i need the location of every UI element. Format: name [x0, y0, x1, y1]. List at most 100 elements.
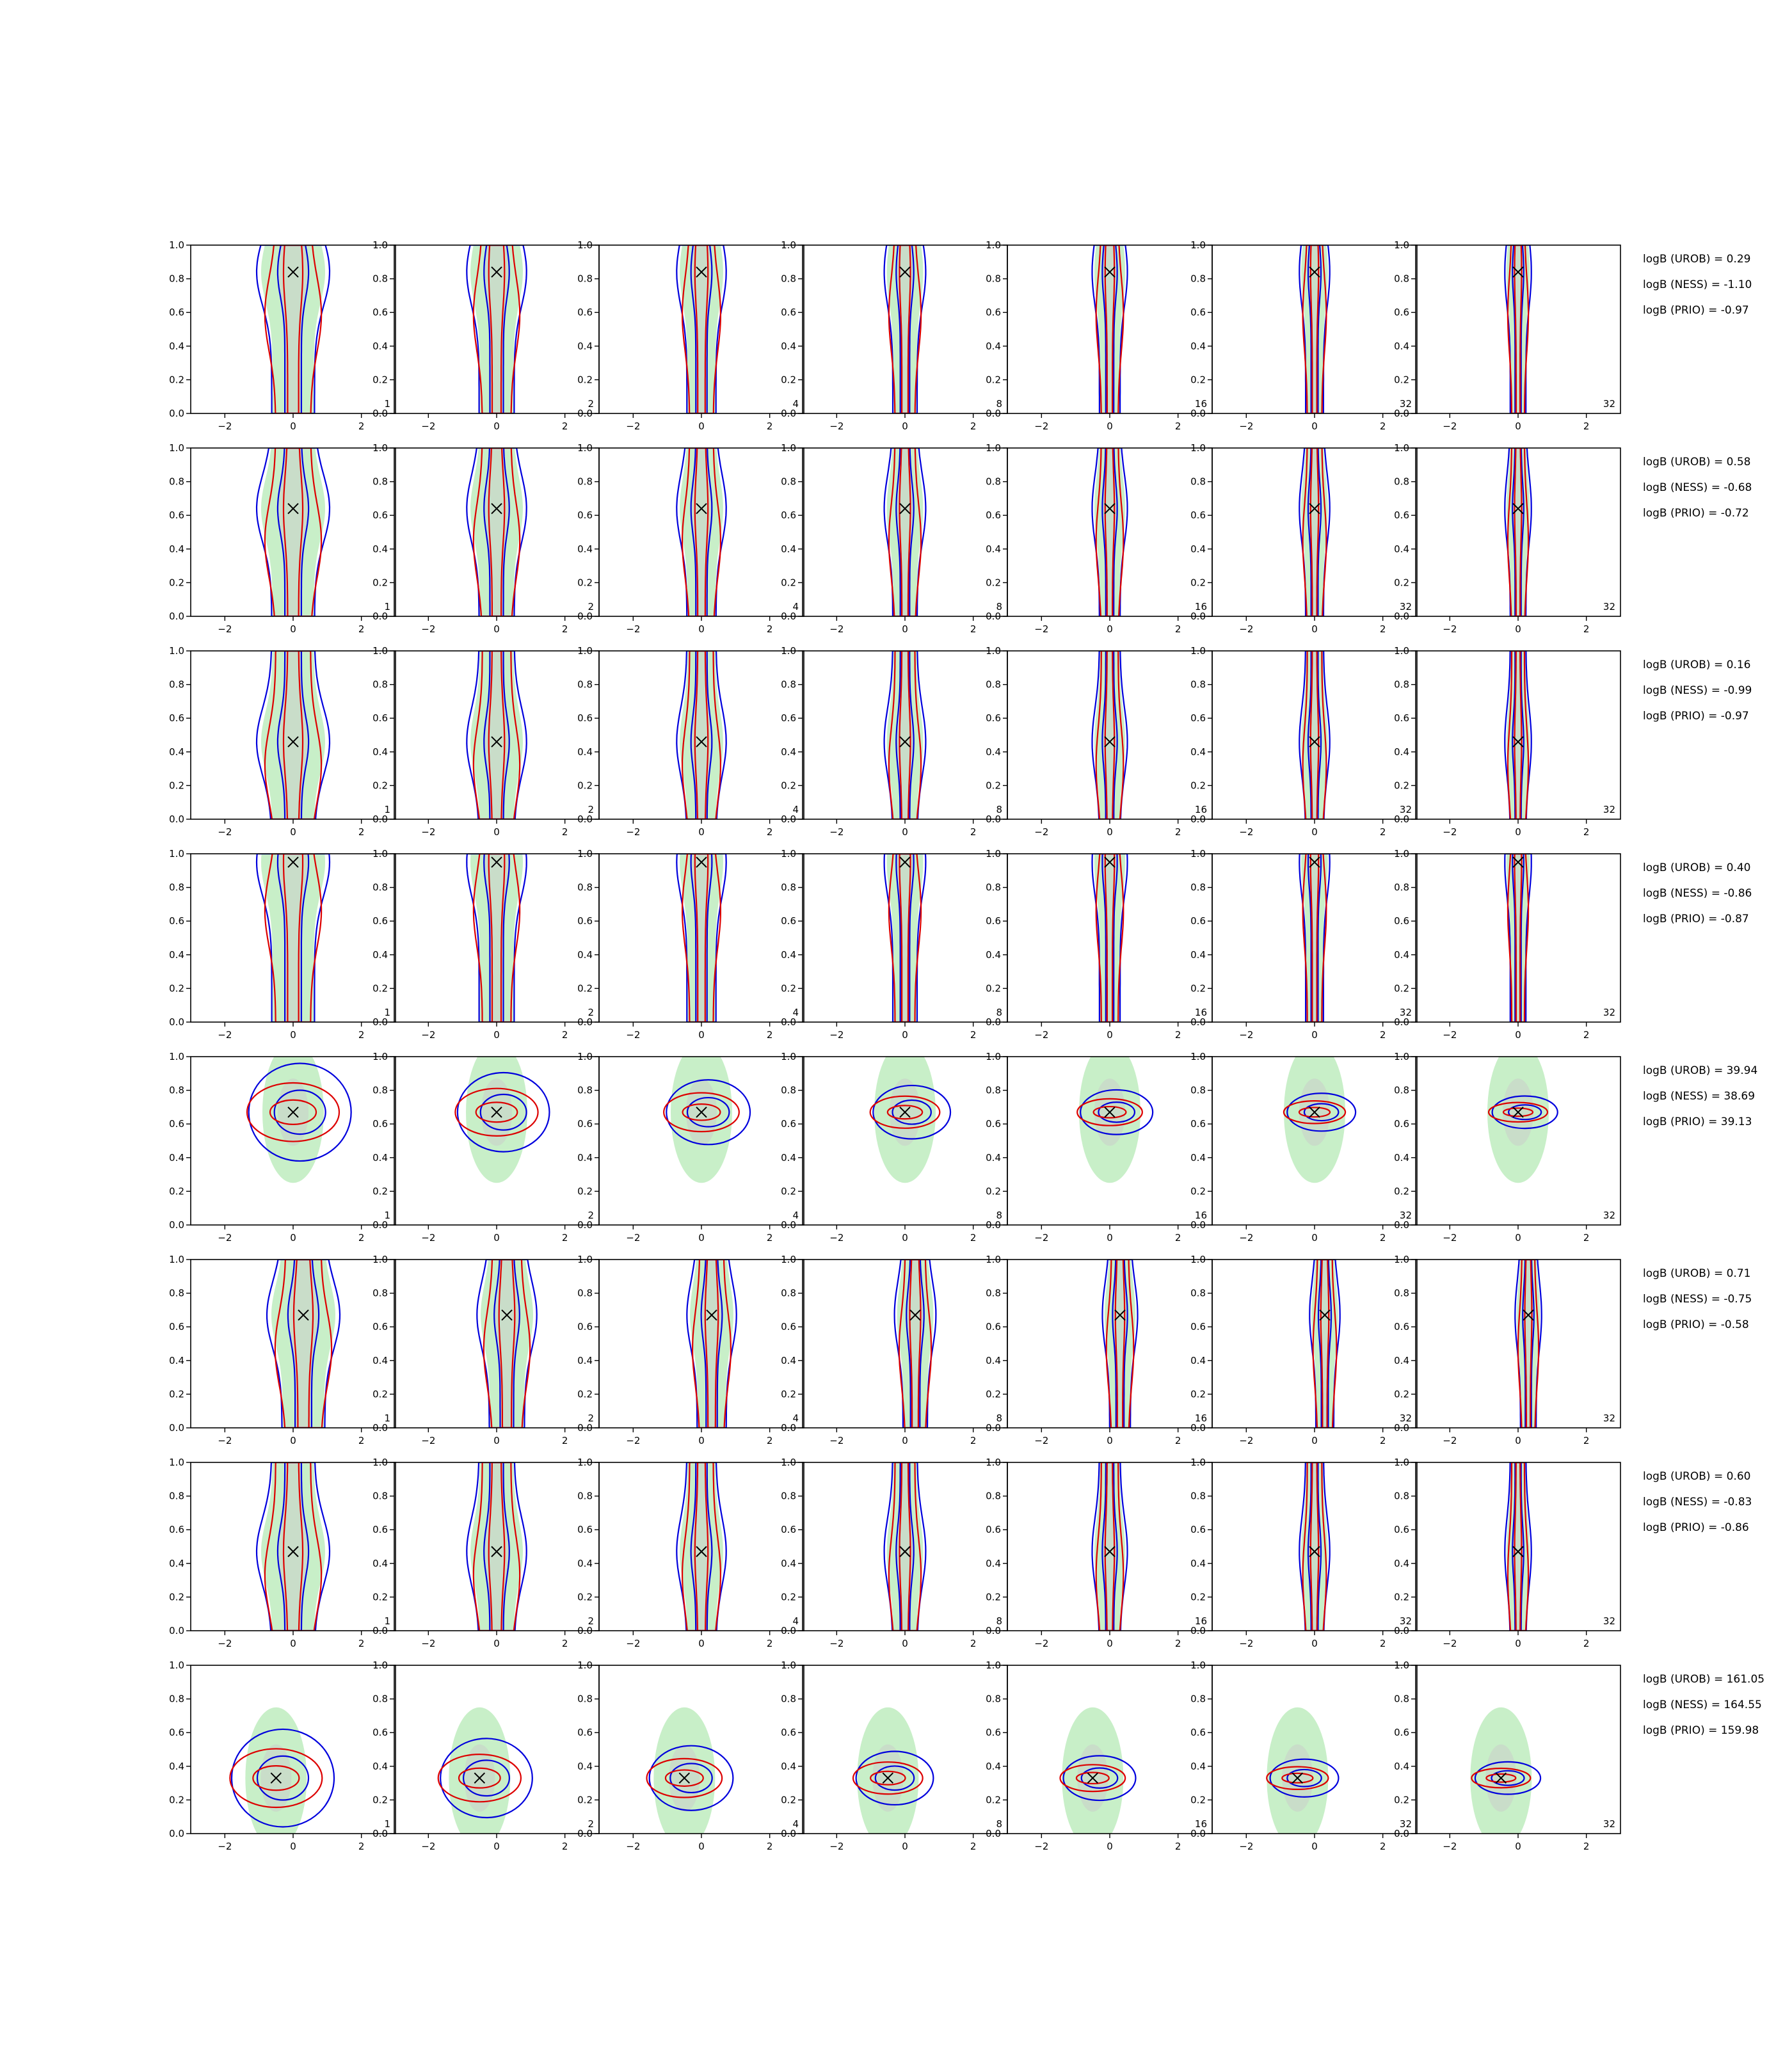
truth-marker	[696, 856, 707, 868]
red-contour-outer	[1507, 1462, 1530, 1631]
y-tick-label: 1.0	[169, 848, 184, 860]
y-tick-label: 0.8	[986, 1693, 1001, 1705]
x-tick-label: −2	[829, 1638, 844, 1649]
x-tick-label: 2	[1583, 623, 1590, 635]
blue-contour-outer	[266, 1260, 341, 1428]
y-tick-label: 0.4	[986, 746, 1001, 758]
x-tick-label: −2	[1239, 420, 1253, 432]
blue-contour-outer	[893, 1260, 937, 1428]
x-tick-label: −2	[1239, 1029, 1253, 1041]
truth-marker	[899, 502, 911, 515]
blue-contour-inner	[1307, 245, 1322, 413]
y-tick-label: 1.0	[1394, 239, 1409, 251]
y-tick-label: 1.0	[986, 442, 1001, 454]
blue-contour-inner	[276, 651, 310, 819]
plot-area	[229, 1707, 335, 1834]
y-tick-label: 1.0	[1190, 1457, 1206, 1468]
plot-area	[255, 1462, 331, 1631]
blue-contour-inner	[1101, 448, 1118, 616]
y-tick-label: 0.6	[1190, 712, 1206, 724]
y-tick-label: 1.0	[169, 442, 184, 454]
panel-label: 1	[384, 1007, 390, 1018]
y-tick-label: 0.0	[986, 1219, 1001, 1231]
plot-area	[676, 651, 727, 819]
y-tick-label: 0.0	[372, 1016, 388, 1028]
y-tick-label: 0.0	[781, 1828, 796, 1839]
y-tick-label: 1.0	[986, 1254, 1001, 1265]
plot-area	[1309, 1260, 1341, 1428]
y-tick-label: 0.4	[1394, 949, 1409, 961]
y-tick-label: 1.0	[577, 1660, 593, 1671]
plot-area	[1299, 1462, 1331, 1631]
x-tick-label: 0	[1311, 1435, 1318, 1446]
red-contour-inner	[488, 245, 506, 413]
truth-marker	[1512, 502, 1524, 515]
y-tick-label: 1.0	[781, 1254, 796, 1265]
x-tick-label: 2	[1583, 1638, 1590, 1649]
blue-contour-outer	[872, 1084, 952, 1140]
y-tick-label: 0.6	[169, 712, 184, 724]
y-tick-label: 0.6	[986, 915, 1001, 927]
blue-contour-outer	[248, 1062, 352, 1162]
blue-contour-outer	[456, 1071, 550, 1153]
truth-marker	[1512, 736, 1524, 748]
x-tick-label: 0	[1107, 1638, 1113, 1649]
panel-r7-c7: −2 0 2 0.0 0.2 0.4 0.6 0.8 1.0 32	[1394, 1457, 1621, 1649]
panel-label: 8	[996, 601, 1002, 612]
panel-r8-c7: −2 0 2 0.0 0.2 0.4 0.6 0.8 1.0 32	[1394, 1660, 1621, 1852]
red-contour-outer	[437, 1754, 522, 1803]
y-tick-label: 0.8	[1190, 1491, 1206, 1502]
x-tick-label: 0	[1107, 623, 1113, 635]
x-tick-label: −2	[626, 826, 640, 838]
y-tick-label: 0.8	[986, 1491, 1001, 1502]
y-tick-label: 0.4	[1190, 543, 1206, 555]
red-contour-outer	[646, 1757, 723, 1798]
y-tick-label: 0.6	[1190, 307, 1206, 318]
y-tick-label: 0.0	[986, 1016, 1001, 1028]
y-tick-label: 0.6	[1190, 1321, 1206, 1332]
y-tick-label: 0.0	[169, 1422, 184, 1434]
y-tick-label: 0.2	[577, 1185, 593, 1197]
panel-label: 4	[792, 1412, 799, 1424]
truth-marker	[899, 736, 911, 748]
y-tick-label: 0.8	[577, 882, 593, 893]
red-contour-outer	[454, 1087, 539, 1137]
logB-text: logB (UROB) = 0.58	[1643, 456, 1750, 468]
y-tick-label: 0.4	[372, 746, 388, 758]
red-contour-outer	[264, 245, 323, 413]
y-tick-label: 0.8	[577, 1491, 593, 1502]
x-tick-label: −2	[1443, 1435, 1457, 1446]
plot-area	[1504, 854, 1532, 1022]
y-tick-label: 0.4	[372, 1761, 388, 1772]
y-tick-label: 1.0	[1394, 645, 1409, 657]
x-tick-label: 0	[1107, 1232, 1113, 1244]
y-tick-label: 0.4	[169, 340, 184, 352]
panel-label: 2	[588, 1615, 594, 1627]
y-tick-label: 0.4	[169, 746, 184, 758]
y-tick-label: 0.0	[781, 1016, 796, 1028]
y-tick-label: 0.8	[372, 1491, 388, 1502]
x-tick-label: −2	[1239, 1841, 1253, 1852]
y-tick-label: 0.0	[372, 1828, 388, 1839]
red-contour-outer	[1507, 448, 1530, 616]
y-tick-label: 0.6	[577, 1118, 593, 1130]
y-tick-label: 0.6	[169, 307, 184, 318]
red-contour-inner	[458, 1767, 501, 1789]
panel-label: 32	[1603, 1210, 1615, 1221]
truth-marker	[1114, 1309, 1126, 1321]
x-tick-label: −2	[626, 420, 640, 432]
y-tick-label: 0.2	[577, 374, 593, 385]
x-tick-label: 2	[1175, 826, 1181, 838]
blue-contour-outer	[230, 1728, 335, 1828]
y-tick-label: 0.0	[781, 1422, 796, 1434]
y-tick-label: 0.0	[372, 1219, 388, 1231]
red-contour-outer	[1095, 854, 1124, 1022]
y-tick-label: 0.0	[1394, 1828, 1409, 1839]
y-tick-label: 0.8	[372, 273, 388, 285]
plot-area	[255, 245, 331, 413]
panel-label: 2	[588, 1007, 594, 1018]
truth-marker	[491, 266, 502, 278]
red-contour-outer	[1507, 245, 1530, 413]
panel-r5-c4: −2 0 2 0.0 0.2 0.4 0.6 0.8 1.0 8	[781, 1051, 1008, 1244]
x-tick-label: 2	[562, 1638, 568, 1649]
